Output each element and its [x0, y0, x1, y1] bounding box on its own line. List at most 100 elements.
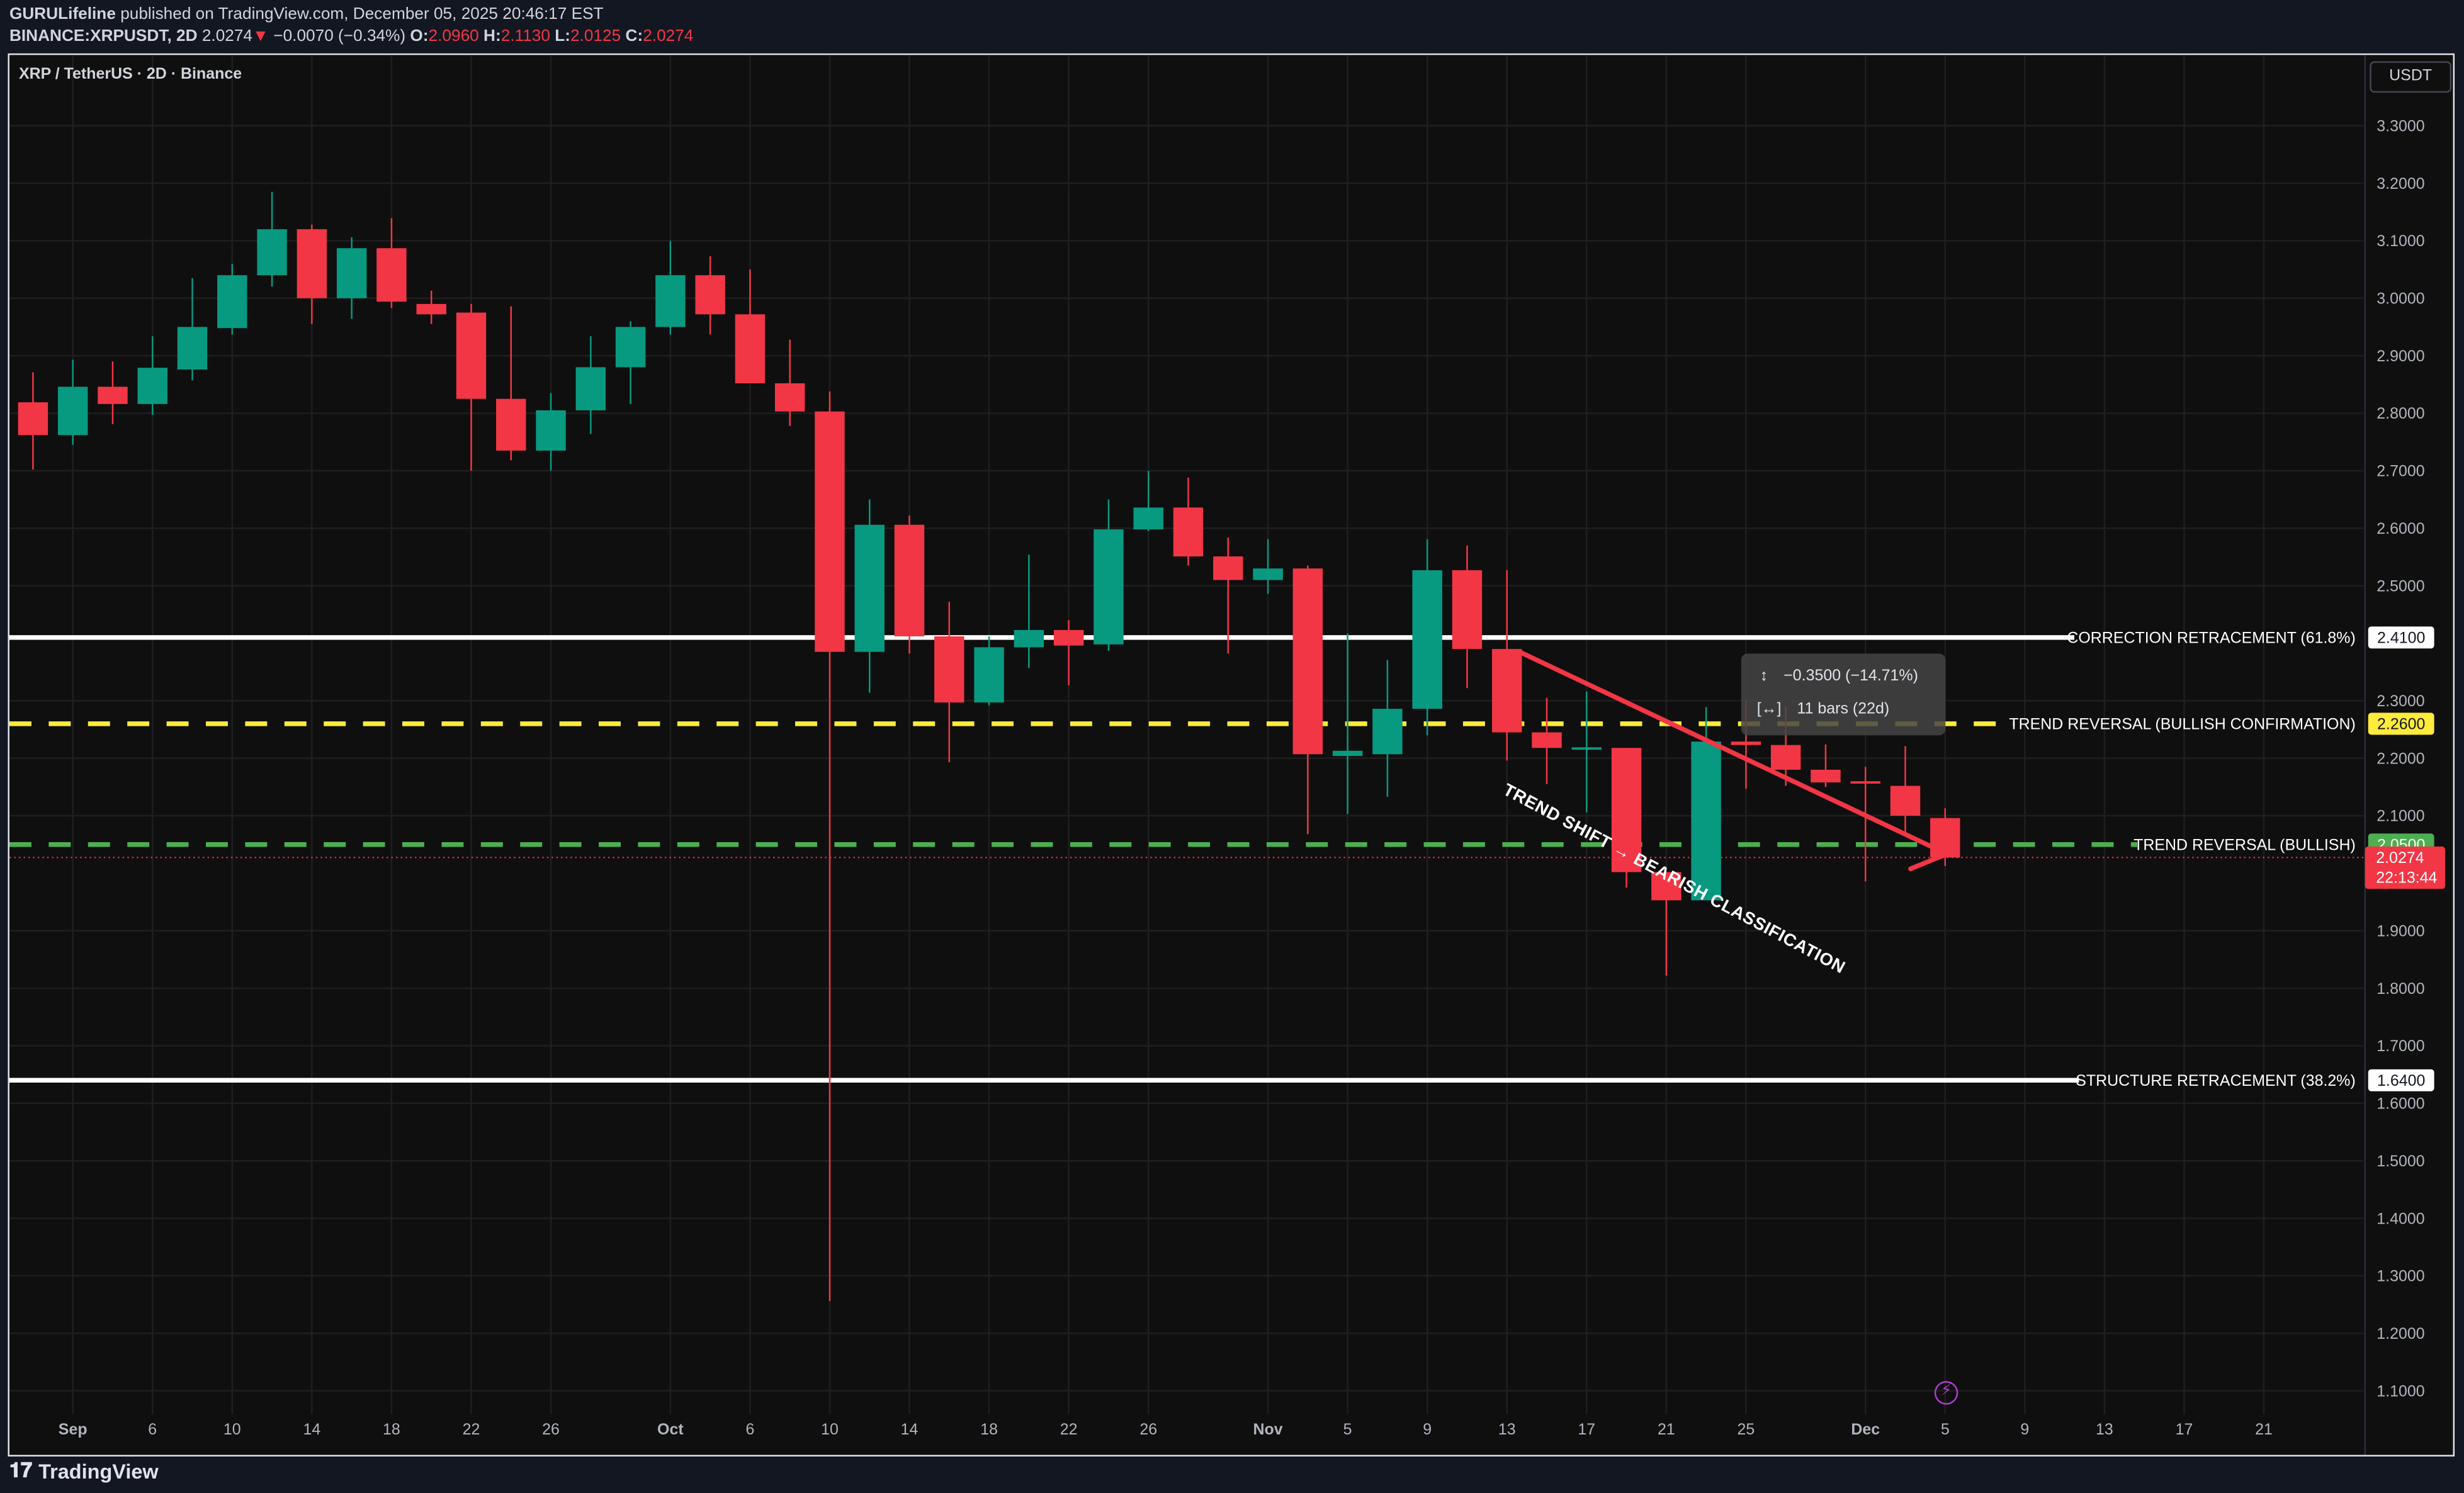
- candle-body: [894, 524, 925, 636]
- close-value: 2.0274: [643, 26, 694, 46]
- candle-body: [18, 402, 48, 436]
- measure-tooltip: ↕ −0.3500 (−14.71%) [↔] 11 bars (22d): [1741, 653, 1946, 736]
- time-axis-label: 5: [1941, 1421, 1950, 1438]
- time-axis-label: 21: [2255, 1421, 2273, 1438]
- trend-line-arrowhead: [1908, 852, 1948, 872]
- price-axis-label: 1.5000: [2376, 1152, 2424, 1170]
- price-axis-label: 3.1000: [2376, 232, 2424, 250]
- time-axis-label: 10: [223, 1421, 241, 1438]
- candle-body: [456, 312, 487, 399]
- candle-body: [1412, 570, 1442, 709]
- price-axis-label: 3.3000: [2376, 117, 2424, 135]
- high-value: 2.1130: [500, 26, 550, 46]
- time-axis-label: 26: [1139, 1421, 1157, 1438]
- price-axis-label: 2.2000: [2376, 750, 2424, 767]
- time-axis-label: 17: [2176, 1421, 2193, 1438]
- bar-countdown: 22:13:44: [2376, 869, 2437, 886]
- currency-button[interactable]: USDT: [2370, 61, 2452, 93]
- chart-symbol-title: XRP / TetherUS · 2D · Binance: [18, 65, 242, 84]
- candle-body: [376, 248, 407, 302]
- open-value: 2.0960: [428, 26, 479, 46]
- candle-body: [1532, 732, 1562, 748]
- candle-body: [137, 368, 167, 404]
- high-label: H:: [483, 26, 501, 46]
- level-label: CORRECTION RETRACEMENT (61.8%): [2067, 629, 2355, 647]
- tradingview-logo[interactable]: 𝟏𝟕 TradingView: [9, 1458, 159, 1483]
- candle-body: [934, 636, 964, 703]
- candle-body: [536, 410, 566, 451]
- price-axis-label: 1.9000: [2376, 922, 2424, 940]
- chart-panel[interactable]: [8, 53, 2455, 1456]
- price-axis-label: 2.9000: [2376, 347, 2424, 365]
- price-axis-label: 3.2000: [2376, 175, 2424, 193]
- price-axis-label: 2.8000: [2376, 405, 2424, 422]
- time-axis-label: 6: [745, 1421, 754, 1438]
- trend-line: [1517, 649, 1948, 856]
- time-axis-label: 9: [2020, 1421, 2029, 1438]
- candle-body: [735, 314, 766, 383]
- candle-body: [1094, 529, 1124, 645]
- candle-body: [854, 524, 884, 652]
- candle-body: [1850, 781, 1880, 784]
- publish-info: GURULifeline published on TradingView.co…: [9, 4, 604, 23]
- time-axis-label: 13: [2096, 1421, 2113, 1438]
- candle-body: [1492, 649, 1522, 733]
- candle-body: [1691, 741, 1721, 901]
- candle-body: [1731, 741, 1761, 745]
- level-price-tag: [2368, 713, 2434, 735]
- level-price-tag: [2368, 1069, 2434, 1091]
- candle-body: [695, 275, 725, 315]
- candle-body: [1213, 556, 1243, 580]
- time-axis-label: Oct: [657, 1421, 684, 1438]
- price-axis-label: 1.8000: [2376, 980, 2424, 998]
- time-axis-label: 18: [980, 1421, 998, 1438]
- open-label: O:: [410, 26, 429, 46]
- candle-body: [1253, 568, 1283, 580]
- candle-body: [1014, 629, 1044, 648]
- price-axis-label: 1.7000: [2376, 1037, 2424, 1055]
- time-axis-label: 18: [383, 1421, 400, 1438]
- measure-price-change: −0.3500 (−14.71%): [1783, 667, 1918, 685]
- bar-range-icon: [↔]: [1756, 701, 1782, 718]
- price-axis-label: 1.6000: [2376, 1095, 2424, 1113]
- candle-body: [177, 327, 208, 370]
- level-price-tag-text: 2.4100: [2377, 629, 2425, 647]
- lightning-icon[interactable]: ⚡: [1934, 1381, 1958, 1405]
- candle-body: [575, 367, 606, 410]
- low-value: 2.0125: [570, 26, 621, 46]
- candle-body: [1332, 750, 1363, 757]
- candle-body: [416, 303, 446, 315]
- low-label: L:: [555, 26, 571, 46]
- time-axis-label: 25: [1738, 1421, 1755, 1438]
- candle-body: [1770, 745, 1801, 770]
- time-axis-label: 5: [1343, 1421, 1352, 1438]
- level-price-tag-text: 2.2600: [2377, 716, 2425, 733]
- candle-body: [775, 383, 805, 412]
- candle-body: [1651, 872, 1681, 901]
- candle-body: [1811, 769, 1841, 783]
- price-axis-label: 3.0000: [2376, 290, 2424, 308]
- price-axis-label: 2.5000: [2376, 577, 2424, 595]
- candle-body: [496, 398, 526, 451]
- level-label: TREND REVERSAL (BULLISH CONFIRMATION): [2009, 716, 2355, 733]
- time-axis-label: 21: [1658, 1421, 1675, 1438]
- level-label: TREND REVERSAL (BULLISH): [2133, 836, 2356, 854]
- level-price-tag: [2368, 626, 2434, 649]
- last-price-tag-text: 2.0274: [2376, 849, 2424, 867]
- price-axis-label: 1.1000: [2376, 1382, 2424, 1400]
- time-axis-label: Dec: [1851, 1421, 1880, 1438]
- price-axis-label: 2.6000: [2376, 520, 2424, 538]
- time-axis-label: 26: [542, 1421, 560, 1438]
- candle-body: [336, 248, 367, 298]
- time-axis-label: 14: [901, 1421, 918, 1438]
- time-axis-label: 9: [1423, 1421, 1432, 1438]
- candle-body: [1890, 786, 1921, 816]
- candle-body: [1372, 709, 1403, 755]
- down-arrow-icon: ▼: [252, 26, 269, 46]
- price-axis-label: 1.2000: [2376, 1325, 2424, 1343]
- ohlc-legend: BINANCE:XRPUSDT, 2D 2.0274▼ −0.0070 (−0.…: [9, 26, 693, 45]
- author-name[interactable]: GURULifeline: [9, 4, 116, 24]
- candle-body: [1133, 507, 1163, 530]
